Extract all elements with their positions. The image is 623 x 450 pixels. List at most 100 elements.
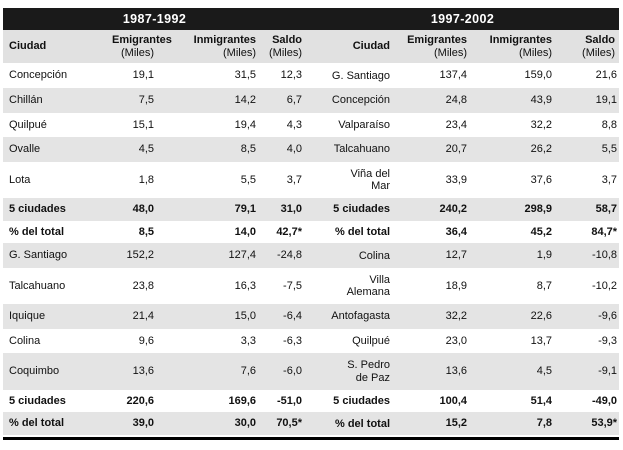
value-cell-right: 1,9 (471, 243, 557, 268)
value-cell-right: 240,2 (395, 198, 472, 221)
value-cell-right: 36,4 (395, 220, 472, 244)
value-cell-right: -9,6 (556, 304, 620, 329)
value-cell-left: 30,0 (158, 412, 260, 435)
value-cell-left: 3,3 (158, 328, 260, 354)
city-cell-left: Talcahuano (3, 267, 108, 305)
column-header-unit: (Miles) (121, 46, 154, 59)
value-cell-left: 3,7 (260, 161, 307, 199)
city-cell-left: % del total (3, 220, 108, 244)
value-cell-right: 18,9 (395, 267, 472, 305)
value-cell-right: 7,8 (471, 412, 557, 435)
value-cell-left: 8,5 (158, 137, 260, 162)
city-cell-right: Viña del Mar (306, 161, 396, 199)
city-cell-left: 5 ciudades (3, 198, 108, 221)
value-cell-right: 23,0 (395, 328, 472, 354)
value-cell-right: 159,0 (471, 63, 557, 88)
value-cell-right: 5,5 (556, 137, 620, 162)
value-cell-right: 23,4 (395, 112, 472, 138)
value-cell-right: 51,4 (471, 389, 557, 413)
value-cell-left: 19,1 (108, 63, 158, 88)
value-cell-left: 48,0 (108, 198, 158, 221)
period-header-left: 1987-1992 (3, 8, 307, 30)
value-cell-right: 43,9 (471, 87, 557, 113)
value-cell-left: 31,0 (260, 198, 307, 221)
value-cell-right: -49,0 (556, 389, 620, 413)
value-cell-right: -10,8 (556, 243, 620, 268)
column-header-unit: (Miles) (434, 46, 468, 59)
value-cell-left: 13,6 (108, 353, 158, 390)
migration-table: 1987-1992 1997-2002 Ciudad Emigrantes (M… (3, 8, 620, 435)
city-cell-left: % del total (3, 412, 108, 435)
value-cell-left: 79,1 (158, 198, 260, 221)
table-row: Concepción 19,1 31,5 12,3 G. Santiago 137,4 15… (3, 63, 620, 88)
table-row: 5 ciudades 220,6 169,6 -51,0 5 ciudades 100,4… (3, 389, 620, 413)
value-cell-left: 4,3 (260, 112, 307, 138)
column-header-emigrantes-left: Emigrantes (Miles) (108, 30, 172, 64)
value-cell-left: 1,8 (108, 161, 158, 199)
value-cell-left: 12,3 (260, 63, 307, 88)
city-cell-right: Valparaíso (306, 112, 396, 138)
table-row: Iquique 21,4 15,0 -6,4 Antofagasta 32,2 22,6 -9… (3, 304, 620, 329)
table-row: 5 ciudades 48,0 79,1 31,0 5 ciudades 240,2 298… (3, 198, 620, 221)
value-cell-right: 100,4 (395, 389, 472, 413)
city-cell-right: Colina (306, 243, 396, 268)
city-cell-left: Iquique (3, 304, 108, 329)
value-cell-left: 127,4 (158, 243, 260, 268)
table-row: Coquimbo 13,6 7,6 -6,0 S. Pedro de Paz 13,6 4,… (3, 353, 620, 390)
value-cell-right: -9,1 (556, 353, 620, 390)
value-cell-left: -6,3 (260, 328, 307, 354)
table-row: Chillán 7,5 14,2 6,7 Concepción 24,8 43,9 19,1 (3, 87, 620, 113)
column-header-inmigrantes-right: Inmigrantes (Miles) (471, 30, 557, 64)
table-row: G. Santiago 152,2 127,4 -24,8 Colina 12,7 1,9-… (3, 243, 620, 268)
value-cell-left: 70,5* (260, 412, 307, 435)
table-row: % del total 39,0 30,0 70,5*% del total 15,2 7… (3, 412, 620, 435)
value-cell-left: 9,6 (108, 328, 158, 354)
value-cell-left: 19,4 (158, 112, 260, 138)
value-cell-right: 12,7 (395, 243, 472, 268)
value-cell-right: 24,8 (395, 87, 472, 113)
column-header-label: Inmigrantes (193, 34, 256, 46)
city-cell-right: 5 ciudades (306, 198, 396, 221)
value-cell-left: 15,0 (158, 304, 260, 329)
value-cell-left: -51,0 (260, 389, 307, 413)
value-cell-right: 137,4 (395, 63, 472, 88)
city-cell-right: 5 ciudades (306, 389, 396, 413)
period-band-row: 1987-1992 1997-2002 (3, 8, 620, 30)
value-cell-right: 19,1 (556, 87, 620, 113)
value-cell-left: 220,6 (108, 389, 158, 413)
value-cell-right: 32,2 (395, 304, 472, 329)
value-cell-left: 4,5 (108, 137, 158, 162)
column-header-unit: (Miles) (519, 46, 553, 59)
value-cell-right: 13,6 (395, 353, 472, 390)
city-cell-left: Ovalle (3, 137, 108, 162)
city-cell-right: Antofagasta (306, 304, 396, 329)
value-cell-right: 32,2 (471, 112, 557, 138)
value-cell-right: 58,7 (556, 198, 620, 221)
city-cell-left: 5 ciudades (3, 389, 108, 413)
city-cell-left: Lota (3, 161, 108, 199)
city-cell-left: Colina (3, 328, 108, 354)
city-cell-left: G. Santiago (3, 243, 108, 268)
column-header-label: Inmigrantes (489, 34, 553, 46)
value-cell-left: 15,1 (108, 112, 158, 138)
migration-table-page: 1987-1992 1997-2002 Ciudad Emigrantes (M… (3, 8, 620, 440)
column-header-ciudad-left: Ciudad (3, 30, 108, 64)
value-cell-left: 4,0 (260, 137, 307, 162)
value-cell-left: 8,5 (108, 220, 158, 244)
migration-table-frame: 1987-1992 1997-2002 Ciudad Emigrantes (M… (3, 8, 620, 440)
city-cell-right: % del total (306, 412, 396, 435)
value-cell-right: 21,6 (556, 63, 620, 88)
city-cell-right: Concepción (306, 87, 396, 113)
value-cell-left: 14,0 (158, 220, 260, 244)
value-cell-left: -7,5 (260, 267, 307, 305)
value-cell-right: 33,9 (395, 161, 472, 199)
table-row: Quilpué 15,1 19,4 4,3 Valparaíso 23,4 32,2 8,8 (3, 112, 620, 138)
city-cell-right: Quilpué (306, 328, 396, 354)
value-cell-right: 4,5 (471, 353, 557, 390)
city-cell-right: Villa Alemana (306, 267, 396, 305)
value-cell-left: 23,8 (108, 267, 158, 305)
value-cell-left: 5,5 (158, 161, 260, 199)
value-cell-left: 152,2 (108, 243, 158, 268)
column-header-ciudad-right: Ciudad (306, 30, 396, 64)
value-cell-right: 53,9* (556, 412, 620, 435)
